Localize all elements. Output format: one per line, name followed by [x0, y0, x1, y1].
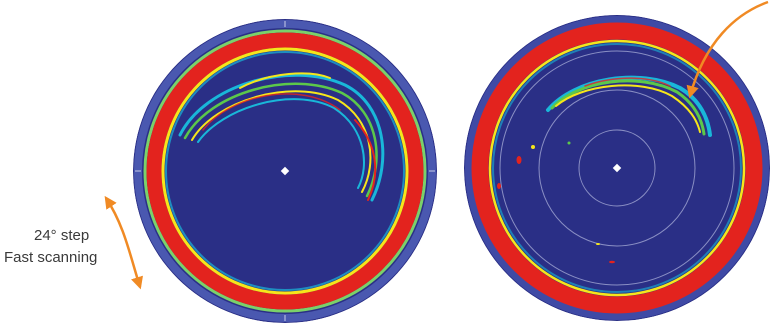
right-outer-rim — [465, 16, 769, 320]
curved-double-arrow-icon — [104, 195, 143, 290]
step-angle-label: 24° step — [34, 227, 90, 244]
curved-arrow-icon — [686, 0, 769, 99]
scan-mode-label: Fast scanning — [4, 249, 98, 266]
left-sonar-display — [133, 19, 437, 323]
left-bearing-ticks — [135, 21, 435, 321]
left-red-ring — [146, 32, 424, 310]
left-fish-school-echo — [178, 72, 385, 202]
left-cyan-edge-inner — [165, 51, 405, 291]
right-fish-school-echo — [546, 75, 712, 137]
left-own-ship-marker — [280, 166, 290, 176]
left-yellow-edge-inner — [161, 47, 409, 295]
right-cyan-edge-inner — [492, 43, 742, 293]
right-small-echoes — [497, 141, 615, 264]
right-red-ring — [471, 22, 763, 314]
right-yellow-edge-inner — [488, 39, 746, 297]
left-yellow-band-outer — [143, 29, 427, 313]
right-sonar-display — [464, 15, 770, 321]
right-range-rings — [499, 50, 735, 286]
